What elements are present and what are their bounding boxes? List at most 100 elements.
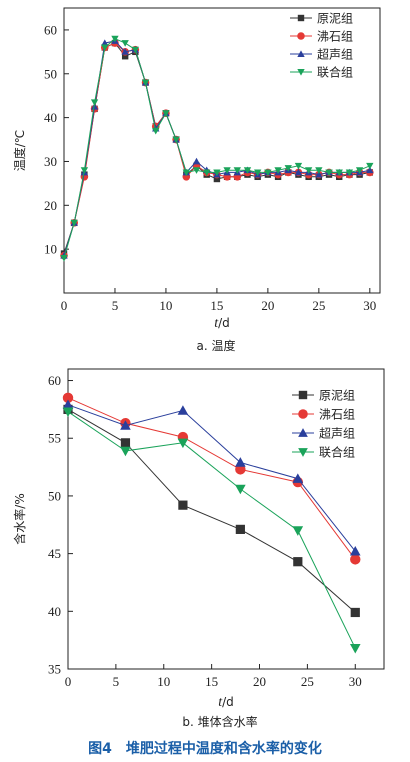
data-point xyxy=(178,500,188,510)
series-line xyxy=(67,408,356,613)
data-point xyxy=(203,169,211,177)
data-point xyxy=(177,405,189,415)
x-tick-label: 5 xyxy=(112,298,119,313)
data-point xyxy=(62,392,74,404)
data-point xyxy=(350,607,360,618)
data-point xyxy=(304,167,313,174)
x-axis-variable: t xyxy=(214,316,219,331)
x-axis-variable: t xyxy=(218,695,223,710)
x-tick-label: 5 xyxy=(113,674,120,689)
data-point xyxy=(121,48,129,55)
legend-label: 原泥组 xyxy=(319,389,355,403)
y-tick-label: 40 xyxy=(48,604,61,619)
data-point xyxy=(349,546,361,556)
y-tick-label: 55 xyxy=(48,431,61,446)
data-point xyxy=(335,169,343,177)
legend-entry: 超声组 xyxy=(290,47,353,62)
data-point xyxy=(141,79,150,87)
legend-marker xyxy=(297,32,305,40)
y-axis-label: 含水率/% xyxy=(12,493,27,544)
x-tick-label: 25 xyxy=(301,674,314,689)
data-point xyxy=(235,484,246,495)
data-point xyxy=(243,167,252,174)
chart-panel-1: 0 5 10 15 20 25 30 10 20 30 40 50 60 t/d 温度/℃ a. 温度 原泥组沸… xyxy=(12,7,381,353)
x-tick-label: 10 xyxy=(159,298,172,313)
series-4 xyxy=(60,35,374,262)
data-point xyxy=(213,169,221,177)
figure-caption: 图4 堆肥过程中温度和含水率的变化 xyxy=(88,741,322,757)
legend-entry: 联合组 xyxy=(292,445,355,460)
legend-marker xyxy=(297,14,305,22)
plot-frame xyxy=(67,368,385,670)
y-tick-label: 10 xyxy=(44,242,57,257)
legend-marker xyxy=(298,390,308,400)
series-4 xyxy=(62,407,361,654)
legend-entry: 超声组 xyxy=(292,426,355,441)
x-tick-label: 25 xyxy=(312,298,325,313)
data-point xyxy=(325,169,333,177)
legend-marker xyxy=(297,50,305,57)
legend-entry: 沸石组 xyxy=(292,408,355,422)
data-point xyxy=(233,167,241,174)
legend-marker xyxy=(298,448,308,457)
data-point xyxy=(121,53,129,60)
data-point xyxy=(192,157,201,165)
y-tick-label: 35 xyxy=(48,662,61,677)
data-point xyxy=(182,169,191,177)
x-tick-label: 15 xyxy=(205,674,218,689)
data-point xyxy=(253,169,262,177)
data-point xyxy=(366,166,374,174)
x-tick-label: 20 xyxy=(253,674,266,689)
y-axis-label: 温度/℃ xyxy=(12,130,27,172)
data-point xyxy=(223,167,231,174)
data-point xyxy=(120,438,131,448)
data-point xyxy=(62,399,74,410)
y-tick-label: 50 xyxy=(48,488,61,503)
data-point xyxy=(120,420,131,430)
data-point xyxy=(315,170,323,178)
data-point xyxy=(213,175,221,183)
x-tick-label: 15 xyxy=(210,298,223,313)
data-point xyxy=(70,219,78,227)
x-axis-unit: /d xyxy=(222,695,234,709)
x-tick-label: 10 xyxy=(157,674,170,689)
legend-label: 原泥组 xyxy=(317,12,353,26)
data-point xyxy=(355,167,364,174)
x-tick-label: 20 xyxy=(261,298,274,313)
legend-label: 超声组 xyxy=(317,47,353,62)
data-point xyxy=(192,167,201,174)
x-tick-label: 30 xyxy=(363,298,376,313)
data-point xyxy=(152,127,160,135)
data-point xyxy=(162,110,170,117)
data-point xyxy=(121,40,129,47)
data-point xyxy=(120,446,131,457)
data-point xyxy=(60,254,68,262)
x-tick-label: 0 xyxy=(65,674,72,689)
legend-label: 超声组 xyxy=(319,426,355,441)
data-point xyxy=(350,554,361,565)
data-point xyxy=(101,44,109,52)
data-point xyxy=(293,557,303,567)
legend-marker xyxy=(297,69,305,76)
data-point xyxy=(294,162,303,170)
data-point xyxy=(235,524,245,534)
x-tick-label: 0 xyxy=(61,298,68,313)
data-point xyxy=(274,167,282,174)
data-point xyxy=(177,438,189,449)
x-tick-label: 30 xyxy=(349,674,362,689)
data-point xyxy=(292,473,304,483)
data-point xyxy=(349,643,361,654)
legend-label: 联合组 xyxy=(319,445,355,460)
y-tick-label: 50 xyxy=(44,66,57,81)
data-point xyxy=(345,169,354,177)
data-point xyxy=(101,39,109,47)
series-2 xyxy=(62,392,361,565)
legend-entry: 沸石组 xyxy=(290,30,353,44)
x-axis-unit: /d xyxy=(218,316,230,330)
panel-subtitle: a. 温度 xyxy=(197,338,236,353)
data-point xyxy=(315,167,323,174)
legend-marker xyxy=(298,428,308,437)
series-line xyxy=(67,411,356,649)
